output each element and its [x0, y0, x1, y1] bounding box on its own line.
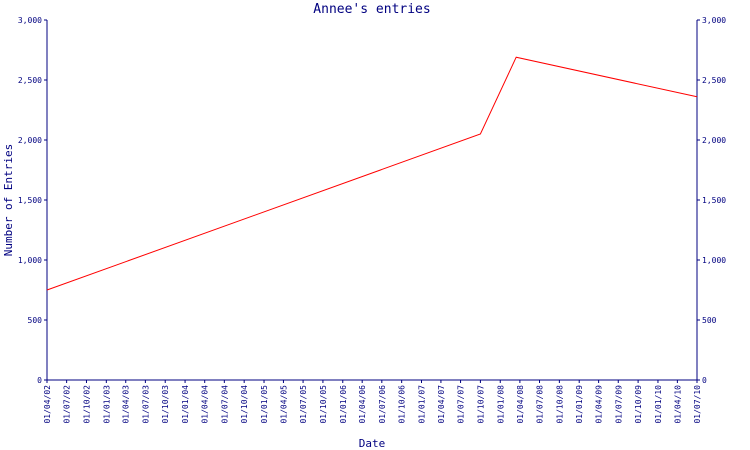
y-tick-label-right: 1,000: [702, 256, 726, 265]
x-axis-title: Date: [359, 437, 386, 450]
y-tick-label-right: 2,000: [702, 136, 726, 145]
x-tick-label: 01/04/05: [279, 385, 288, 424]
x-tick-label: 01/07/04: [220, 385, 229, 424]
x-tick-label: 01/10/07: [476, 385, 485, 424]
x-tick-label: 01/10/04: [240, 385, 249, 424]
y-tick-label-left: 2,000: [18, 136, 42, 145]
y-tick-label-right: 500: [702, 316, 717, 325]
x-tick-label: 01/04/04: [201, 385, 210, 424]
x-tick-label: 01/01/04: [181, 385, 190, 424]
x-tick-label: 01/10/02: [82, 385, 91, 424]
x-tick-label: 01/01/10: [654, 385, 663, 424]
x-tick-label: 01/04/10: [673, 385, 682, 424]
chart-title: Annee's entries: [313, 2, 430, 17]
x-tick-label: 01/04/06: [358, 385, 367, 424]
x-tick-label: 01/10/09: [634, 385, 643, 424]
x-tick-label: 01/07/08: [536, 385, 545, 424]
x-tick-label: 01/07/02: [63, 385, 72, 424]
x-tick-label: 01/01/07: [418, 385, 427, 424]
x-tick-label: 01/10/03: [161, 385, 170, 424]
x-tick-label: 01/01/08: [496, 385, 505, 424]
y-axis-left: 0 500 1,000 1,500 2,000 2,500 3,000: [18, 16, 47, 385]
x-tick-label: 01/07/09: [614, 385, 623, 424]
x-tick-label: 01/04/09: [595, 385, 604, 424]
y-tick-label-right: 3,000: [702, 16, 726, 25]
x-tick-label: 01/01/03: [102, 385, 111, 424]
x-tick-label: 01/10/05: [319, 385, 328, 424]
x-tick-label: 01/07/03: [141, 385, 150, 424]
axes: [46, 20, 698, 381]
x-tick-label: 01/07/10: [693, 385, 702, 424]
x-tick-label: 01/07/07: [457, 385, 466, 424]
series-line: [46, 56, 698, 291]
y-tick-label-right: 2,500: [702, 76, 726, 85]
y-tick-label-right: 0: [702, 376, 707, 385]
x-tick-label: 01/04/08: [516, 385, 525, 424]
y-tick-label-left: 1,500: [18, 196, 42, 205]
y-tick-label-left: 500: [28, 316, 43, 325]
x-axis: 01/04/02 01/07/02 01/10/02 01/01/03 01/04/03…: [43, 380, 702, 424]
x-tick-label: 01/07/05: [299, 385, 308, 424]
y-axis-title: Number of Entries: [2, 144, 15, 257]
x-tick-label: 01/07/06: [378, 385, 387, 424]
y-tick-label-left: 1,000: [18, 256, 42, 265]
y-tick-label-left: 0: [37, 376, 42, 385]
y-tick-label-right: 1,500: [702, 196, 726, 205]
x-tick-label: 01/01/06: [339, 385, 348, 424]
y-axis-right: 0 500 1,000 1,500 2,000 2,500 3,000: [697, 16, 726, 385]
x-tick-label: 01/10/06: [398, 385, 407, 424]
y-tick-label-left: 2,500: [18, 76, 42, 85]
x-tick-label: 01/01/05: [260, 385, 269, 424]
x-tick-label: 01/04/03: [122, 385, 131, 424]
series-group: [46, 56, 698, 291]
x-tick-label: 01/04/02: [43, 385, 52, 424]
x-tick-label: 01/10/08: [555, 385, 564, 424]
y-tick-label-left: 3,000: [18, 16, 42, 25]
x-tick-label: 01/01/09: [575, 385, 584, 424]
x-tick-label: 01/04/07: [437, 385, 446, 424]
